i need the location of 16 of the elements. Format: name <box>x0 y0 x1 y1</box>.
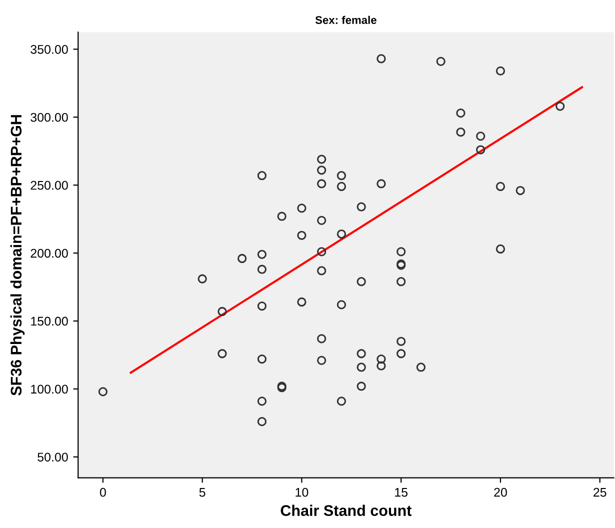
y-tick-label: 350.00 <box>30 44 68 54</box>
x-tick-label: 0 <box>100 488 106 497</box>
y-tick-label: 100.00 <box>31 384 68 394</box>
x-tick-label: 15 <box>395 488 408 497</box>
x-tick-label: 5 <box>199 488 206 497</box>
x-tick-label: 10 <box>296 488 308 497</box>
x-tick-label: 25 <box>594 488 606 497</box>
y-tick-label: 300.00 <box>30 112 68 122</box>
x-axis-title: Chair Stand count <box>280 504 412 516</box>
y-tick-label: 150.00 <box>31 316 68 326</box>
y-axis-title: SF36 Physical domain=PF+BP+RP+GH <box>10 115 25 396</box>
chart-title: Sex: female <box>315 16 376 24</box>
x-tick-label: 20 <box>494 488 507 497</box>
y-tick-label: 200.00 <box>30 248 68 258</box>
y-tick-label: 50.00 <box>38 452 68 462</box>
y-tick-label: 250.00 <box>30 180 68 190</box>
